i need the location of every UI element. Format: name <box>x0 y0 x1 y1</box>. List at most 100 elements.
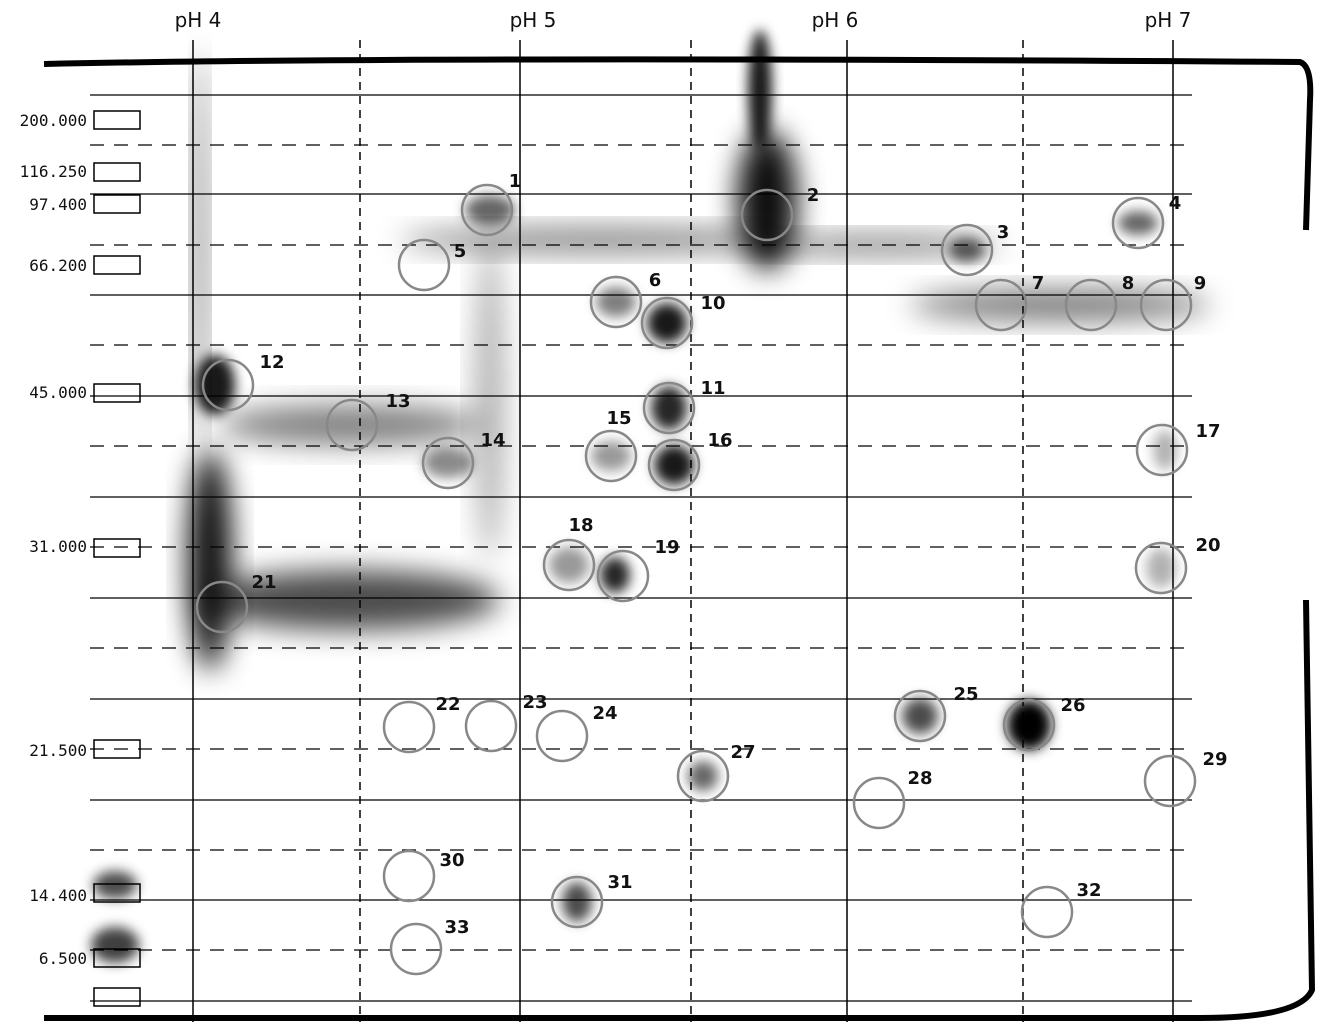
spot-circle <box>382 700 436 754</box>
spot-label: 3 <box>997 222 1010 243</box>
marker-band <box>93 194 141 214</box>
grid <box>90 40 1192 1022</box>
mw-label: 14.400 <box>29 886 87 905</box>
spot-label: 6 <box>649 270 662 291</box>
gel-spot <box>748 30 772 150</box>
gel-spot <box>195 355 235 415</box>
spot-circle <box>421 436 475 490</box>
gel-spot <box>475 240 505 560</box>
gel-spot <box>93 871 137 899</box>
gel-spot <box>902 698 938 734</box>
spot-label: 21 <box>251 572 276 593</box>
marker-band <box>93 110 141 130</box>
gel-spot <box>949 238 985 262</box>
spot-circle <box>584 429 638 483</box>
spot-circle <box>397 238 451 292</box>
spot-label: 1 <box>509 171 522 192</box>
spot-label: 24 <box>592 703 617 724</box>
spot-circle <box>1143 754 1197 808</box>
mw-label: 200.000 <box>20 111 87 130</box>
gel-spot <box>220 405 480 445</box>
spot-circle <box>676 749 730 803</box>
spot-circle <box>647 438 701 492</box>
marker-band <box>93 739 141 759</box>
gel-spot <box>651 386 687 430</box>
gel-spot <box>600 557 630 593</box>
spot-label: 8 <box>1122 273 1135 294</box>
spot-circle <box>596 549 650 603</box>
spot-label: 30 <box>439 850 464 871</box>
marker-band <box>93 162 141 182</box>
gel-spot <box>654 445 694 485</box>
spot-label: 31 <box>607 872 632 893</box>
ph-label: pH 6 <box>812 8 859 32</box>
spot-label: 10 <box>700 293 725 314</box>
spot-circle <box>740 188 794 242</box>
spot-label: 32 <box>1076 880 1101 901</box>
spot-label: 7 <box>1032 273 1045 294</box>
gel-spot <box>188 450 232 670</box>
spot-circle <box>1139 278 1193 332</box>
gel-spot <box>194 50 206 450</box>
gel-border <box>43 56 1316 1021</box>
spot-circle <box>195 580 249 634</box>
mw-label: 21.500 <box>29 741 87 760</box>
spot-circle <box>325 398 379 452</box>
gel-spot <box>465 195 515 225</box>
spot-label: 28 <box>907 768 932 789</box>
gel-spot <box>1146 548 1176 588</box>
spot-label: 9 <box>1194 273 1207 294</box>
gel-spot <box>200 570 500 630</box>
gel-spot <box>400 228 800 252</box>
spot-label: 18 <box>568 515 593 536</box>
spot-circle <box>1064 278 1118 332</box>
gel-spot <box>549 547 589 583</box>
gel-spot <box>1153 430 1177 470</box>
spot-label: 22 <box>435 694 460 715</box>
spot-circle <box>852 776 906 830</box>
spot-circle <box>974 278 1028 332</box>
marker-lane <box>93 110 141 1007</box>
gel-spot <box>591 441 631 471</box>
mw-label: 6.500 <box>39 949 87 968</box>
gel-spot <box>1007 700 1051 750</box>
spot-label: 5 <box>454 241 467 262</box>
spot-label: 15 <box>606 408 631 429</box>
spot-label: 16 <box>707 430 732 451</box>
spot-circle <box>640 296 694 350</box>
spot-label: 33 <box>444 917 469 938</box>
spot-circle <box>642 381 696 435</box>
marker-band <box>93 883 141 903</box>
spot-circle <box>1002 698 1056 752</box>
gel-spot <box>647 303 687 343</box>
mw-label: 97.400 <box>29 195 87 214</box>
mw-label: 116.250 <box>20 162 87 181</box>
spot-label: 12 <box>259 352 284 373</box>
spot-label: 23 <box>522 692 547 713</box>
spot-label: 4 <box>1169 193 1182 214</box>
ph-label: pH 5 <box>510 8 557 32</box>
spot-circle <box>1020 885 1074 939</box>
spot-circle <box>535 709 589 763</box>
spot-circle <box>542 538 596 592</box>
gel-spots <box>91 30 1210 963</box>
spot-label: 2 <box>807 185 820 206</box>
mw-label: 31.000 <box>29 537 87 556</box>
gel-spot <box>760 235 1000 255</box>
gel-spot <box>1118 211 1158 235</box>
spot-circle <box>464 699 518 753</box>
ph-label: pH 7 <box>1145 8 1192 32</box>
gel-spot <box>688 761 718 791</box>
mw-label: 45.000 <box>29 383 87 402</box>
spot-label: 20 <box>1195 535 1220 556</box>
ph-label: pH 4 <box>175 8 222 32</box>
marker-band <box>93 255 141 275</box>
spot-circle <box>460 183 514 237</box>
gel-spot <box>423 448 473 478</box>
gel-spot <box>596 287 636 317</box>
spot-circle <box>382 849 436 903</box>
spot-circle <box>1111 196 1165 250</box>
spot-label: 13 <box>385 391 410 412</box>
spot-circle <box>940 223 994 277</box>
